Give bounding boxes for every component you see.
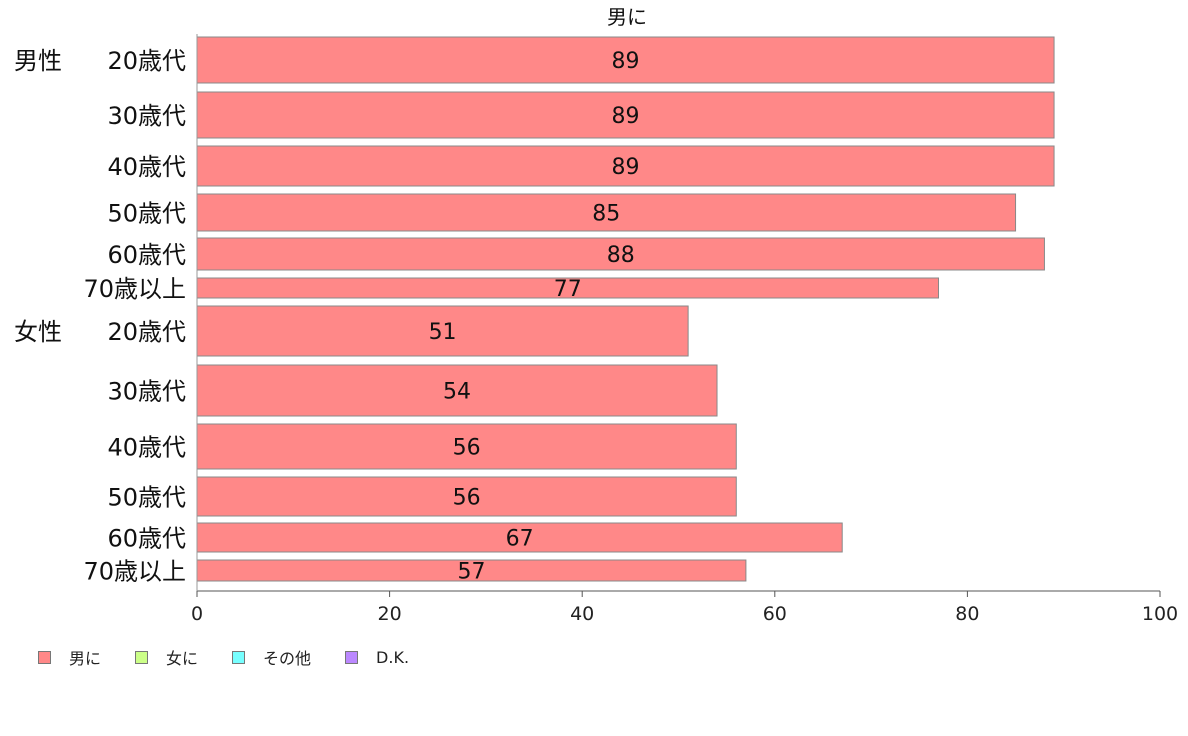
bar-value-label: 51 (429, 320, 457, 345)
legend-item-dk: D.K. (345, 648, 409, 667)
legend: 男に 女に その他 D.K. (38, 645, 443, 669)
bars-group: 89 89 89 85 88 77 51 54 56 56 67 57 (196, 36, 1055, 585)
bar-value-label: 88 (607, 243, 635, 268)
x-tick-label: 80 (955, 603, 979, 625)
legend-label: 女に (166, 649, 199, 668)
legend-swatch-dk (345, 650, 359, 664)
bar-value-label: 89 (612, 104, 640, 129)
legend-swatch-other (232, 650, 246, 664)
bar-value-label: 57 (457, 560, 485, 585)
y-tick-label: 60歳代 (107, 241, 186, 269)
bar-value-label: 85 (592, 202, 620, 227)
legend-swatch-male (38, 650, 51, 664)
bar-chart: 男に 89 89 89 85 88 77 51 54 56 56 67 57 20歳代 男性 30歳代 40… (14, 5, 1178, 625)
bar-1 (196, 91, 1055, 139)
y-group-label: 女性 (14, 318, 62, 346)
x-tick-label: 100 (1142, 603, 1178, 625)
x-axis: 0 20 40 60 80 100 (191, 34, 1178, 625)
y-tick-label: 50歳代 (107, 484, 186, 512)
legend-item-other: その他 (232, 645, 311, 669)
legend-label: その他 (263, 649, 312, 668)
bar-value-label: 89 (612, 49, 640, 74)
x-tick-label: 20 (378, 603, 402, 625)
bar-value-label: 56 (453, 486, 481, 511)
bar-value-label: 67 (506, 527, 534, 552)
bar-7 (196, 364, 718, 417)
bar-value-label: 89 (612, 155, 640, 180)
y-tick-label: 50歳代 (107, 200, 186, 228)
y-tick-label: 20歳代 (107, 47, 186, 75)
bar-2 (196, 145, 1055, 187)
y-tick-label: 40歳代 (107, 434, 186, 462)
bar-value-label: 77 (554, 277, 582, 302)
y-group-label: 男性 (14, 47, 62, 75)
legend-item-female: 女に (135, 645, 198, 669)
bar-3 (196, 193, 1017, 232)
legend-swatch-female (135, 650, 149, 664)
bar-value-label: 56 (453, 436, 481, 461)
bar-value-label: 54 (443, 380, 471, 405)
series-header-label: 男に (607, 5, 647, 29)
legend-item-male: 男に (38, 645, 101, 669)
y-axis-labels: 20歳代男性30歳代40歳代50歳代60歳代70歳以上20歳代女性30歳代40歳… (14, 47, 186, 586)
legend-label: D.K. (376, 647, 410, 667)
y-tick-label: 70歳以上 (83, 275, 186, 303)
y-tick-label: 30歳代 (107, 378, 186, 406)
x-tick-label: 60 (763, 603, 787, 625)
y-tick-label: 60歳代 (107, 525, 186, 553)
bar-6 (196, 305, 689, 357)
bar-0 (196, 36, 1055, 84)
y-tick-label: 30歳代 (107, 102, 186, 130)
y-tick-label: 70歳以上 (83, 558, 186, 586)
x-tick-label: 40 (570, 603, 594, 625)
y-tick-label: 40歳代 (107, 153, 186, 181)
legend-label: 男に (69, 649, 102, 668)
bar-4 (196, 237, 1045, 271)
y-tick-label: 20歳代 (107, 318, 186, 346)
x-tick-label: 0 (191, 603, 203, 625)
